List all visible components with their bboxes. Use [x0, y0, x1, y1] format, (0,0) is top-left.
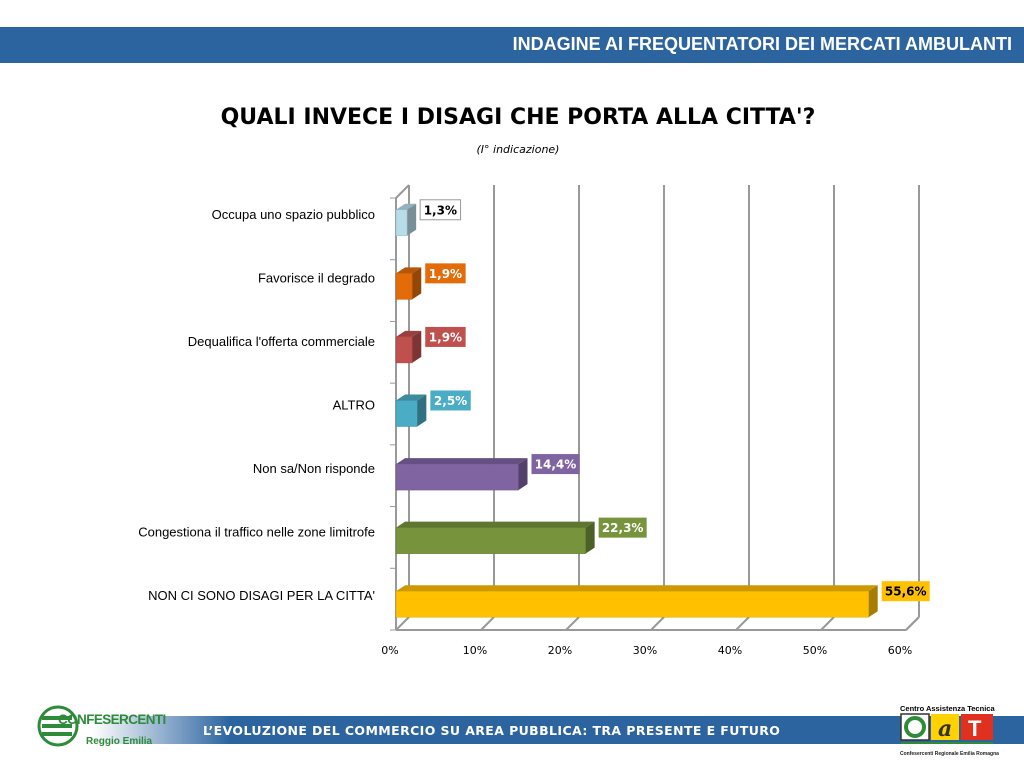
category-label: Occupa uno spazio pubblico [212, 207, 375, 222]
logo-right-bottom: Confesercenti Regionale Emilia Romagna [900, 751, 999, 757]
bar-side [412, 330, 422, 363]
floor-gridline [735, 616, 750, 631]
floor-gridline [565, 616, 580, 631]
chart-title: QUALI INVECE I DISAGI CHE PORTA ALLA CIT… [220, 105, 816, 130]
bar-chart: 0% 10% 20% 30% 40% 50% 60% Occupa uno spazio pu… [138, 184, 930, 657]
logo-left-city: Reggio Emilia [86, 736, 153, 747]
data-label-box [881, 581, 930, 602]
cat-logo: Centro Assistenza Tecnica a T Confeserce… [898, 702, 999, 762]
data-label: 1,9% [429, 267, 462, 281]
data-label: 14,4% [535, 458, 577, 472]
x-tick-label: 0% [381, 644, 398, 657]
bar-top [396, 267, 422, 274]
bar [395, 527, 586, 554]
category-label: Non sa/Non risponde [253, 461, 375, 476]
bar-top [396, 394, 427, 401]
data-label-box [430, 390, 471, 411]
bar-top [396, 585, 878, 592]
data-label-box [425, 263, 466, 284]
floor-right-edge [905, 616, 920, 631]
floor-gridline [395, 616, 410, 631]
bar [395, 209, 408, 237]
data-label: 1,9% [429, 330, 462, 344]
x-tick-label: 30% [633, 644, 657, 657]
footer-text: L’EVOLUZIONE DEL COMMERCIO SU AREA PUBBL… [203, 723, 781, 738]
x-tick-label: 50% [803, 644, 827, 657]
bar [395, 463, 519, 491]
category-label: ALTRO [333, 398, 375, 413]
confesercenti-logo: CONFESERCENTI Reggio Emilia [36, 704, 166, 752]
bar-side [412, 267, 422, 300]
data-label-box [425, 326, 466, 347]
data-label-box [598, 517, 647, 538]
logo-right-top: Centro Assistenza Tecnica [900, 704, 995, 713]
bar-top [396, 458, 528, 465]
header-bar: INDAGINE AI FREQUENTATORI DEI MERCATI AM… [0, 27, 1024, 63]
bar-top [396, 203, 417, 210]
category-label: Favorisce il degrado [258, 270, 375, 285]
data-label-box [419, 199, 462, 221]
data-label: 55,6% [885, 585, 927, 599]
bar-side [585, 521, 595, 554]
category-label: Congestiona il traffico nelle zone limit… [138, 525, 375, 540]
bar-top [396, 521, 595, 528]
x-tick-label: 40% [718, 644, 742, 657]
category-label: NON CI SONO DISAGI PER LA CITTA' [148, 588, 375, 603]
floor-gridline [650, 616, 665, 631]
header-title: INDAGINE AI FREQUENTATORI DEI MERCATI AM… [512, 34, 1012, 54]
bar [395, 400, 418, 427]
bar-side [407, 203, 417, 236]
bar-top [396, 330, 422, 337]
data-label: 22,3% [602, 521, 644, 535]
confesercenti-logo-mark [37, 705, 79, 747]
bar [395, 590, 869, 618]
floor-gridline [480, 616, 495, 631]
chart-subtitle: (I° indicazione) [476, 143, 560, 156]
bar [395, 273, 413, 300]
data-label-box [531, 454, 580, 475]
floor-gridline [820, 616, 835, 631]
y-axis-top [395, 184, 410, 199]
data-label: 2,5% [434, 394, 467, 408]
x-tick-label: 10% [463, 644, 487, 657]
bar-side [417, 394, 427, 427]
x-tick-label: 20% [548, 644, 572, 657]
x-tick-label: 60% [888, 644, 912, 657]
logo-left-name: CONFESERCENTI [58, 712, 166, 727]
cat-logo-mark: a T [900, 713, 993, 744]
bar-side [868, 585, 878, 618]
svg-text:T: T [968, 716, 982, 741]
bar [395, 336, 413, 364]
svg-text:a: a [938, 716, 952, 742]
category-label: Dequalifica l'offerta commerciale [188, 334, 375, 349]
data-label: 1,3% [424, 203, 457, 217]
bar-side [518, 458, 528, 491]
